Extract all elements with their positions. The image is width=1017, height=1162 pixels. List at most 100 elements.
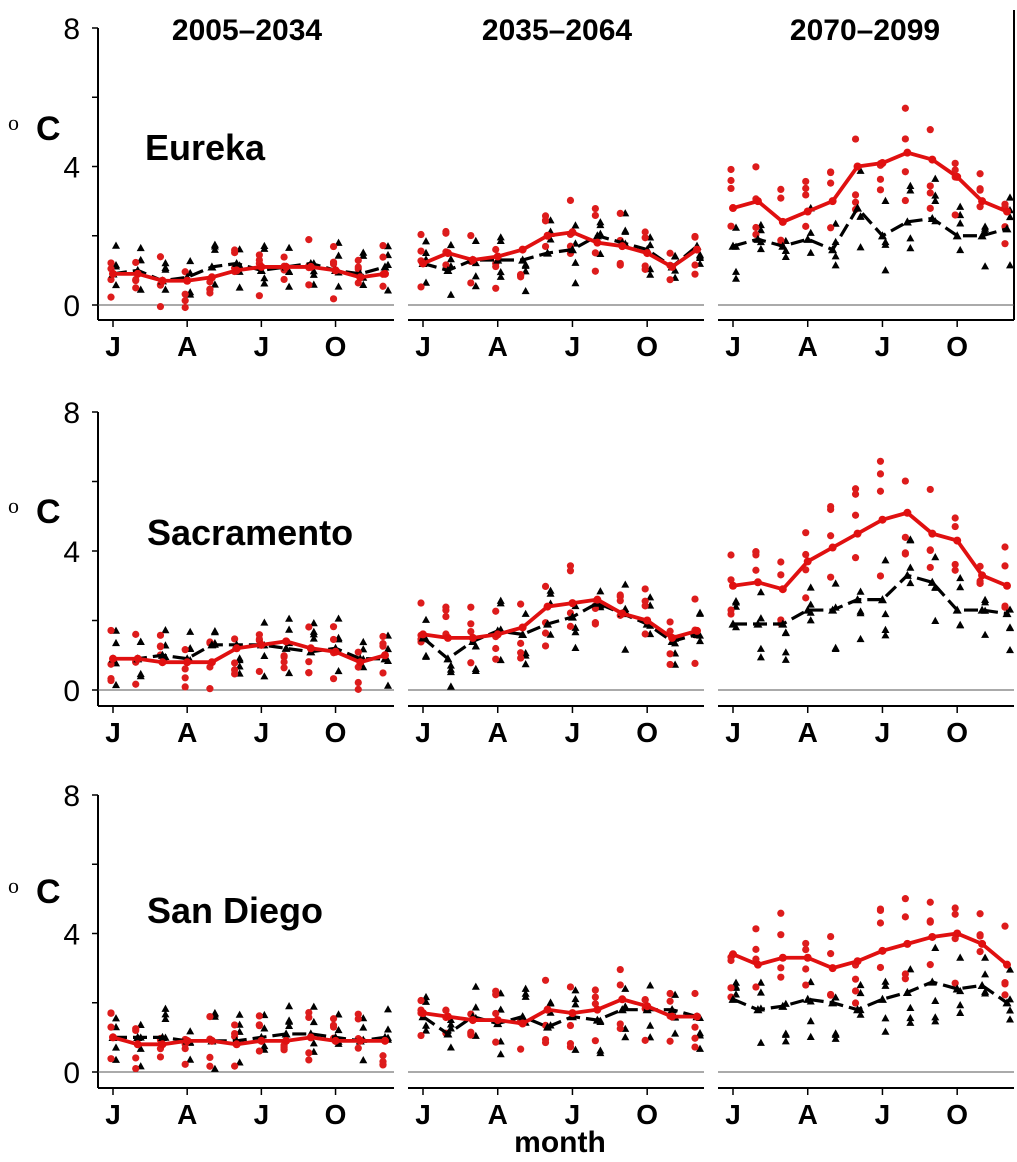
mean-point-black <box>1002 224 1012 233</box>
ensemble-point-black <box>881 556 890 564</box>
ensemble-point-red <box>280 653 288 661</box>
mean-point-black <box>877 595 887 604</box>
ensemble-point-red <box>132 1054 140 1062</box>
mean-point-red <box>381 1036 389 1045</box>
mean-point-black <box>853 203 863 212</box>
ensemble-point-black <box>831 643 840 652</box>
ensemble-point-black <box>806 600 815 608</box>
ensemble-point-red <box>641 597 649 605</box>
mean-point-black <box>232 258 242 268</box>
mean-point-red <box>543 602 552 611</box>
ensemble-point-black <box>1006 261 1014 269</box>
series-line-black <box>421 601 698 661</box>
ensemble-point-black <box>471 236 480 244</box>
ensemble-point-red <box>206 1053 214 1061</box>
ensemble-point-red <box>329 258 338 266</box>
ensemble-point-red <box>641 234 649 242</box>
ensemble-point-red <box>107 1023 115 1031</box>
ensemble-point-red <box>641 996 649 1004</box>
ensemble-point-black <box>471 1003 480 1011</box>
mean-point-red <box>133 269 142 278</box>
ensemble-point-black <box>422 248 430 256</box>
mean-point-red <box>419 1009 427 1018</box>
mean-point-red <box>493 252 502 261</box>
mean-point-black <box>952 984 962 993</box>
ensemble-point-red <box>591 204 599 213</box>
ensemble-point-red <box>926 898 934 906</box>
x-tick-label: J <box>565 331 581 362</box>
mean-point-red <box>903 148 912 157</box>
ensemble-point-red <box>492 1038 500 1046</box>
ensemble-point-black <box>1006 1015 1014 1023</box>
ensemble-point-black <box>571 1045 580 1053</box>
ensemble-point-red <box>666 989 674 998</box>
ensemble-point-red <box>379 253 387 261</box>
x-tick-label: J <box>565 1099 581 1130</box>
ensemble-point-black <box>806 1032 815 1040</box>
series-line-red <box>732 931 1009 971</box>
mean-point-black <box>877 994 887 1003</box>
ensemble-point-red <box>181 1060 189 1068</box>
mean-point-red <box>853 957 862 966</box>
ensemble-point-black <box>806 616 815 624</box>
ensemble-point-black <box>756 653 765 661</box>
mean-point-red <box>953 172 962 181</box>
ensemble-point-red <box>467 627 475 636</box>
ensemble-point-red <box>851 554 860 562</box>
ensemble-point-red <box>132 680 140 688</box>
mean-point-red <box>207 273 216 282</box>
ensemble-point-black <box>496 272 505 280</box>
ensemble-point-black <box>1006 645 1014 654</box>
ensemble-point-red <box>379 1058 387 1066</box>
ensemble-point-black <box>471 982 480 990</box>
mean-point-red <box>1003 960 1011 969</box>
y-tick-label: 0 <box>63 290 80 323</box>
mean-point-black <box>443 654 453 663</box>
ensemble-point-red <box>616 209 624 218</box>
mean-point-black <box>778 241 788 250</box>
ensemble-point-red <box>591 267 599 275</box>
ensemble-point-red <box>827 532 835 540</box>
ensemble-point-red <box>255 1047 263 1055</box>
mean-point-black <box>803 234 813 243</box>
mean-point-red <box>257 1036 266 1045</box>
ensemble-point-black <box>571 221 580 229</box>
series-line-red <box>422 230 699 270</box>
mean-point-red <box>729 204 737 213</box>
ensemble-point-black <box>334 251 343 259</box>
ensemble-point-red <box>666 276 674 284</box>
mean-point-red <box>928 529 937 538</box>
ensemble-point-red <box>641 228 649 236</box>
ensemble-point-black <box>260 279 269 287</box>
ensemble-point-black <box>732 602 740 610</box>
ensemble-point-black <box>881 631 890 639</box>
mean-point-black <box>728 241 738 250</box>
ensemble-point-black <box>309 627 318 635</box>
ensemble-point-black <box>931 1017 940 1025</box>
ensemble-point-red <box>727 184 735 193</box>
ensemble-point-red <box>541 242 550 251</box>
ensemble-point-red <box>417 1031 425 1040</box>
x-tick-label: J <box>875 1099 891 1130</box>
mean-point-red <box>282 1036 291 1045</box>
ensemble-point-black <box>981 595 990 603</box>
ensemble-point-black <box>906 965 915 973</box>
mean-point-red <box>183 658 192 667</box>
ensemble-point-red <box>255 1021 263 1029</box>
mean-point-black <box>380 262 390 271</box>
mean-point-red <box>232 266 241 275</box>
ensemble-point-red <box>752 223 760 232</box>
ensemble-point-black <box>571 278 580 287</box>
mean-point-red <box>306 262 315 271</box>
ensemble-point-black <box>831 219 840 227</box>
mean-point-black <box>518 629 528 638</box>
ensemble-point-red <box>379 241 387 250</box>
ensemble-point-red <box>566 983 575 991</box>
ensemble-point-black <box>112 1043 120 1051</box>
ensemble-point-black <box>621 227 630 235</box>
mean-point-red <box>331 266 340 275</box>
ensemble-point-black <box>446 290 455 298</box>
series-line-black <box>732 980 1008 1012</box>
ensemble-point-black <box>446 661 455 669</box>
